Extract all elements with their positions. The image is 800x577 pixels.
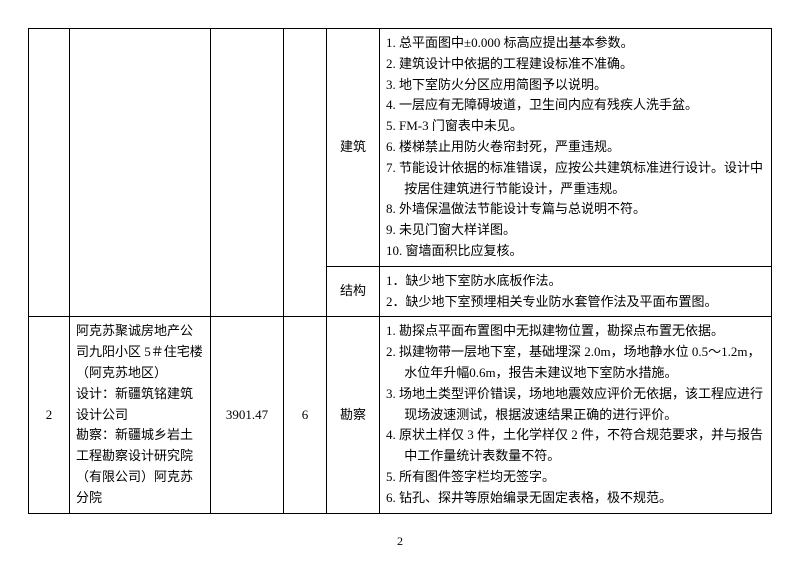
issue-item: 4. 一层应有无障碍坡道，卫生间内应有残疾人洗手盆。 <box>386 95 765 116</box>
issue-item: 2. 建筑设计中依据的工程建设标准不准确。 <box>386 54 765 75</box>
issue-item: 1．缺少地下室防水底板作法。 <box>386 271 765 292</box>
issue-item: 3. 地下室防火分区应用简图予以说明。 <box>386 75 765 96</box>
issue-item: 2. 拟建物带一层地下室，基础埋深 2.0m，场地静水位 0.5～1.2m，水位… <box>386 342 765 384</box>
issue-item: 5. 所有图件签字栏均无签字。 <box>386 467 765 488</box>
issue-item: 6. 楼梯禁止用防火卷帘封死，严重违规。 <box>386 137 765 158</box>
cell-issues: 1．缺少地下室防水底板作法。2．缺少地下室预埋相关专业防水套管作法及平面布置图。 <box>380 266 772 317</box>
issue-item: 7. 节能设计依据的标准错误，应按公共建筑标准进行设计。设计中按居住建筑进行节能… <box>386 158 765 200</box>
cell-discipline: 建筑 <box>327 29 380 267</box>
cell-area <box>211 29 284 317</box>
cell-floor: 6 <box>284 317 327 513</box>
cell-project: 阿克苏聚诚房地产公司九阳小区 5＃住宅楼（阿克苏地区） 设计：新疆筑铭建筑设计公… <box>70 317 211 513</box>
cell-floor <box>284 29 327 317</box>
cell-index <box>29 29 70 317</box>
issue-item: 4. 原状土样仅 3 件，土化学样仅 2 件，不符合规范要求，并与报告中工作量统… <box>386 425 765 467</box>
cell-discipline: 结构 <box>327 266 380 317</box>
cell-issues: 1. 总平面图中±0.000 标高应提出基本参数。2. 建筑设计中依据的工程建设… <box>380 29 772 267</box>
table-row: 2阿克苏聚诚房地产公司九阳小区 5＃住宅楼（阿克苏地区） 设计：新疆筑铭建筑设计… <box>29 317 772 513</box>
table-row: 建筑1. 总平面图中±0.000 标高应提出基本参数。2. 建筑设计中依据的工程… <box>29 29 772 267</box>
review-table: 建筑1. 总平面图中±0.000 标高应提出基本参数。2. 建筑设计中依据的工程… <box>28 28 772 514</box>
issue-item: 5. FM-3 门窗表中未见。 <box>386 116 765 137</box>
issue-item: 3. 场地土类型评价错误，场地地震效应评价无依据，该工程应进行现场波速测试，根据… <box>386 384 765 426</box>
page-number: 2 <box>28 534 772 549</box>
issue-item: 9. 未见门窗大样详图。 <box>386 220 765 241</box>
cell-area: 3901.47 <box>211 317 284 513</box>
cell-index: 2 <box>29 317 70 513</box>
issue-item: 10. 窗墙面积比应复核。 <box>386 241 765 262</box>
issue-item: 6. 钻孔、探井等原始编录无固定表格，极不规范。 <box>386 488 765 509</box>
issue-item: 8. 外墙保温做法节能设计专篇与总说明不符。 <box>386 199 765 220</box>
issue-item: 1. 总平面图中±0.000 标高应提出基本参数。 <box>386 33 765 54</box>
cell-issues: 1. 勘探点平面布置图中无拟建物位置，勘探点布置无依据。2. 拟建物带一层地下室… <box>380 317 772 513</box>
cell-discipline: 勘察 <box>327 317 380 513</box>
issue-item: 2．缺少地下室预埋相关专业防水套管作法及平面布置图。 <box>386 292 765 313</box>
issue-item: 1. 勘探点平面布置图中无拟建物位置，勘探点布置无依据。 <box>386 321 765 342</box>
cell-project <box>70 29 211 317</box>
